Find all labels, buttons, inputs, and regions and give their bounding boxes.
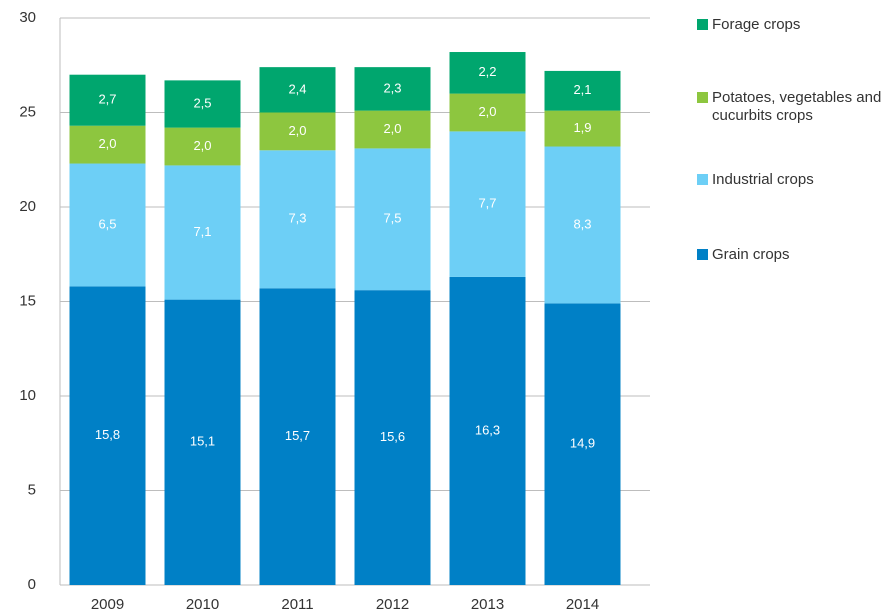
x-tick-label: 2010 [186, 596, 219, 613]
bar-segment [449, 93, 526, 132]
legend-swatch [697, 249, 708, 260]
legend-item: Industrial crops [697, 171, 893, 189]
bar-segment [69, 125, 146, 164]
bar-segment [69, 163, 146, 287]
x-tick-label: 2012 [376, 596, 409, 613]
bar-segment [354, 110, 431, 149]
value-label: 2,1 [573, 82, 591, 97]
y-tick-label: 10 [19, 387, 36, 404]
value-label: 7,3 [288, 211, 306, 226]
bar-segment [259, 67, 336, 113]
value-label: 2,4 [288, 81, 306, 96]
bar-segment [259, 288, 336, 585]
bar-segment [164, 80, 241, 128]
legend-label: Potatoes, vegetables and cucurbits crops [712, 89, 882, 124]
value-label: 2,0 [288, 123, 306, 138]
x-tick-label: 2009 [91, 596, 124, 613]
legend-label: Industrial crops [712, 171, 814, 188]
value-label: 1,9 [573, 120, 591, 135]
legend-item: Grain crops [697, 246, 893, 264]
value-label: 14,9 [570, 436, 595, 451]
y-tick-label: 30 [19, 9, 36, 26]
x-tick-label: 2014 [566, 596, 599, 613]
value-label: 8,3 [573, 216, 591, 231]
y-tick-label: 15 [19, 292, 36, 309]
legend-swatch [697, 174, 708, 185]
bar-segment [259, 112, 336, 151]
x-tick-label: 2013 [471, 596, 504, 613]
value-label: 2,0 [383, 121, 401, 136]
bar-segment [164, 299, 241, 585]
y-tick-label: 0 [28, 576, 36, 593]
y-tick-label: 5 [28, 481, 36, 498]
bar-segment [449, 276, 526, 585]
y-tick-label: 20 [19, 198, 36, 215]
legend-swatch [697, 19, 708, 30]
legend-item: Potatoes, vegetables and cucurbits crops [697, 89, 893, 125]
value-label: 15,1 [190, 434, 215, 449]
bar-segment [354, 67, 431, 111]
y-tick-label: 25 [19, 103, 36, 120]
bar-segment [354, 148, 431, 291]
legend-label: Forage crops [712, 16, 801, 33]
value-label: 2,0 [478, 104, 496, 119]
bar-segment [544, 146, 621, 304]
value-label: 2,7 [98, 92, 116, 107]
value-label: 2,0 [193, 138, 211, 153]
value-label: 2,2 [478, 64, 496, 79]
bar-segment [354, 290, 431, 585]
bar-segment [259, 150, 336, 289]
value-label: 7,7 [478, 196, 496, 211]
value-label: 15,6 [380, 429, 405, 444]
value-label: 2,3 [383, 80, 401, 95]
bar-segment [69, 74, 146, 126]
bar-segment [544, 70, 621, 111]
bar-segment [544, 110, 621, 147]
value-label: 2,5 [193, 95, 211, 110]
bar-segment [69, 286, 146, 585]
value-label: 6,5 [98, 216, 116, 231]
bar-segment [544, 303, 621, 585]
x-tick-label: 2011 [281, 596, 313, 613]
value-label: 15,8 [95, 427, 120, 442]
bar-segment [449, 52, 526, 94]
legend-swatch [697, 92, 708, 103]
value-label: 7,5 [383, 211, 401, 226]
bar-segment [164, 165, 241, 300]
legend-label: Grain crops [712, 246, 790, 263]
value-label: 15,7 [285, 428, 310, 443]
bar-segment [449, 131, 526, 277]
value-label: 7,1 [193, 224, 211, 239]
value-label: 16,3 [475, 422, 500, 437]
legend-item: Forage crops [697, 16, 893, 34]
bar-segment [164, 127, 241, 166]
value-label: 2,0 [98, 136, 116, 151]
